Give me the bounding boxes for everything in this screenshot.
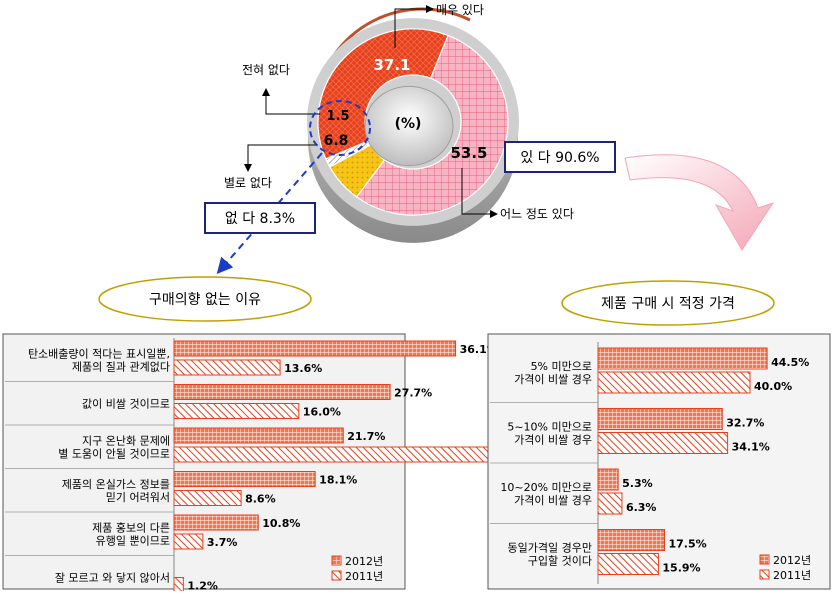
bar-value-label: 17.5% — [669, 538, 707, 551]
bar-series-1 — [173, 514, 259, 531]
bar-series-2 — [597, 553, 659, 575]
legend-label: 2011년 — [345, 570, 383, 583]
bar-value-label: 44.5% — [771, 356, 809, 369]
category-label: 10~20% 미만으로 — [500, 481, 592, 494]
bar-series-2 — [173, 577, 184, 593]
legend-swatch — [759, 554, 770, 565]
bar-series-1 — [173, 427, 344, 444]
category-label: 가격이 비쌀 경우 — [514, 494, 592, 507]
legend-swatch — [759, 569, 770, 580]
bar-series-1 — [597, 468, 619, 491]
category-label: 동일가격일 경우만 — [508, 540, 592, 554]
bar-value-label: 13.6% — [284, 362, 322, 375]
slice-category-label: 어느 정도 있다 — [500, 207, 574, 221]
legend-label: 2011년 — [773, 569, 811, 582]
legend-swatch — [331, 570, 342, 581]
category-label: 제품 홍보의 다른 — [92, 520, 170, 534]
legend-swatch — [331, 555, 342, 566]
category-label: 5~10% 미만으로 — [507, 420, 592, 433]
bar-value-label: 3.7% — [207, 536, 238, 549]
donut-slices — [317, 28, 509, 216]
bar-value-label: 1.2% — [187, 580, 218, 592]
slice-value-label: 53.5 — [450, 144, 487, 162]
group-callout-text: 있 다 90.6% — [520, 150, 599, 166]
category-label: 가격이 비쌀 경우 — [514, 433, 592, 446]
bar-series-2 — [173, 533, 204, 550]
left-panel-title-text: 구매의향 없는 이유 — [149, 292, 261, 308]
category-label: 제품의 질과 관계없다 — [72, 360, 170, 373]
bar-value-label: 32.7% — [726, 417, 764, 430]
category-label: 유행일 뿐이므로 — [96, 533, 170, 547]
leader-line — [244, 144, 318, 172]
bar-value-label: 18.1% — [319, 474, 357, 487]
bar-value-label: 21.7% — [347, 430, 385, 443]
group-callout-box — [204, 202, 316, 234]
category-label: 5% 미만으로 — [531, 360, 592, 373]
bar-series-2 — [173, 359, 281, 376]
bar-series-1 — [597, 408, 723, 430]
bar-value-label: 34.1% — [732, 441, 770, 454]
bar-series-2 — [597, 492, 623, 515]
highlight-circle — [309, 100, 371, 156]
bar-series-1 — [173, 384, 391, 400]
slice-somewhat — [355, 34, 509, 216]
bar-series-2 — [173, 446, 503, 463]
leader-line — [394, 5, 434, 48]
category-label: 구입할 것이다 — [528, 554, 592, 567]
legend-label: 2012년 — [345, 555, 383, 568]
donut-hole — [364, 85, 454, 167]
bar-series-2 — [173, 490, 242, 506]
bar-series-2 — [597, 432, 729, 454]
category-label: 잘 모르고 와 닿지 않아서 — [55, 570, 170, 584]
group-callout-box — [504, 141, 616, 173]
bar-value-label: 8.6% — [245, 493, 276, 506]
bar-series-1 — [597, 529, 665, 551]
slice-category-label: 매우 있다 — [436, 3, 484, 17]
bar-value-label: 27.7% — [394, 387, 432, 400]
bar-series-2 — [173, 403, 300, 419]
bar-value-label: 5.3% — [622, 477, 653, 490]
slice-category-label: 전혀 없다 — [242, 63, 290, 77]
slice-value-label: 37.1 — [373, 56, 410, 74]
slice-value-label: 6.8 — [324, 133, 349, 149]
bar-series-1 — [173, 340, 457, 357]
right-legend: 2012년 2011년 — [759, 554, 811, 582]
bar-value-label: 40.0% — [754, 380, 792, 393]
bar-series-2 — [597, 371, 751, 394]
donut-unit-label: (%) — [395, 116, 422, 132]
bar-value-label: 10.8% — [262, 517, 300, 530]
right-panel-title-text: 제품 구매 시 적정 가격 — [601, 296, 735, 312]
slice-category-label: 별로 없다 — [224, 176, 272, 190]
slice-value-label: 1.5 — [326, 109, 349, 124]
category-label: 가격이 비쌀 경우 — [514, 373, 592, 386]
bar-series-1 — [173, 471, 316, 487]
bar-series-1 — [597, 347, 768, 370]
donut-center — [364, 85, 454, 167]
right-panel-title: 제품 구매 시 적정 가격 — [561, 280, 775, 326]
leader-line — [262, 88, 320, 115]
left-legend: 2012년 2011년 — [331, 555, 383, 583]
leader-line — [461, 168, 498, 218]
slice-very-much — [317, 28, 449, 160]
left-panel-title: 구매의향 없는 이유 — [98, 276, 312, 322]
bar-value-label: 6.3% — [626, 501, 657, 514]
category-label: 탄소배출량이 적다는 표시일뿐, — [28, 346, 170, 360]
big-curved-arrow-icon — [624, 154, 775, 251]
category-label: 별 도움이 안될 것이므로 — [58, 446, 170, 460]
bar-value-label: 16.0% — [303, 406, 341, 419]
category-label: 제품의 온실가스 정보를 — [62, 478, 170, 491]
legend-label: 2012년 — [773, 554, 811, 567]
category-label: 값이 비쌀 것이므로 — [82, 397, 170, 410]
category-label: 믿기 어려워서 — [106, 491, 170, 504]
group-callout-text: 없 다 8.3% — [225, 211, 295, 227]
bar-value-label: 15.9% — [662, 562, 700, 575]
category-label: 지구 온난화 문제에 — [82, 434, 170, 447]
